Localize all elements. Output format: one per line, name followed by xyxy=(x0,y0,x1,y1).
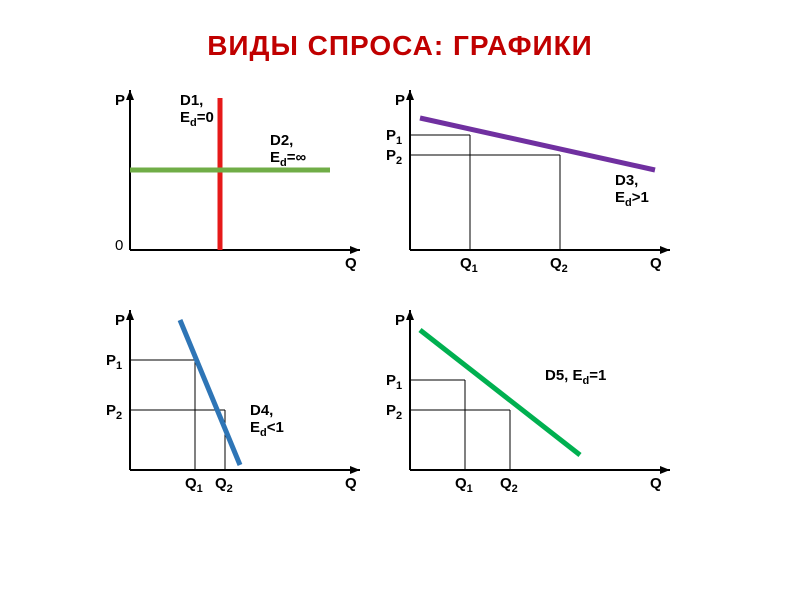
p-label: P xyxy=(395,312,405,329)
d4-label-a: D4, xyxy=(250,402,273,419)
arrow-y xyxy=(126,90,134,100)
p-label: P xyxy=(115,312,125,329)
d4-label-b: Ed<1 xyxy=(250,419,284,439)
q2-label: Q2 xyxy=(215,475,233,495)
chart-4: P P1 P2 Q1 Q2 Q D5, Ed=1 xyxy=(380,310,700,510)
arrow-y xyxy=(406,90,414,100)
p-label: P xyxy=(395,92,405,109)
chart-3: P P1 P2 Q1 Q2 Q D4, Ed<1 xyxy=(100,310,380,510)
arrow-x xyxy=(660,246,670,254)
p-label: P xyxy=(115,92,125,109)
d5-label: D5, Ed=1 xyxy=(545,367,606,387)
d4-line xyxy=(180,320,240,465)
q1-label: Q1 xyxy=(455,475,473,495)
arrow-x xyxy=(660,466,670,474)
d5-line xyxy=(420,330,580,455)
p2-label: P2 xyxy=(386,147,402,167)
d2-label-a: D2, xyxy=(270,132,293,149)
q1-label: Q1 xyxy=(185,475,203,495)
chart-1: P 0 Q D1, Ed=0 D2, Ed=∞ xyxy=(100,90,380,290)
q-label: Q xyxy=(650,475,662,492)
d1-label-b: Ed=0 xyxy=(180,109,214,129)
arrow-x xyxy=(350,246,360,254)
arrow-y xyxy=(126,310,134,320)
q-label: Q xyxy=(345,255,357,272)
origin-label: 0 xyxy=(115,237,123,254)
q-label: Q xyxy=(345,475,357,492)
p2-label: P2 xyxy=(106,402,122,422)
chart-2: P P1 P2 Q1 Q2 Q D3, Ed>1 xyxy=(380,90,700,290)
p1-label: P1 xyxy=(386,372,402,392)
d3-label-a: D3, xyxy=(615,172,638,189)
q-label: Q xyxy=(650,255,662,272)
q1-label: Q1 xyxy=(460,255,478,275)
charts-grid: P 0 Q D1, Ed=0 D2, Ed=∞ xyxy=(0,80,800,600)
page-title: ВИДЫ СПРОСА: ГРАФИКИ xyxy=(0,0,800,62)
d1-label-a: D1, xyxy=(180,92,203,109)
p1-label: P1 xyxy=(106,352,122,372)
d3-label-b: Ed>1 xyxy=(615,189,649,209)
q2-label: Q2 xyxy=(550,255,568,275)
arrow-y xyxy=(406,310,414,320)
q2-label: Q2 xyxy=(500,475,518,495)
p2-label: P2 xyxy=(386,402,402,422)
d3-line xyxy=(420,118,655,170)
d2-label-b: Ed=∞ xyxy=(270,149,307,169)
p1-label: P1 xyxy=(386,127,402,147)
arrow-x xyxy=(350,466,360,474)
